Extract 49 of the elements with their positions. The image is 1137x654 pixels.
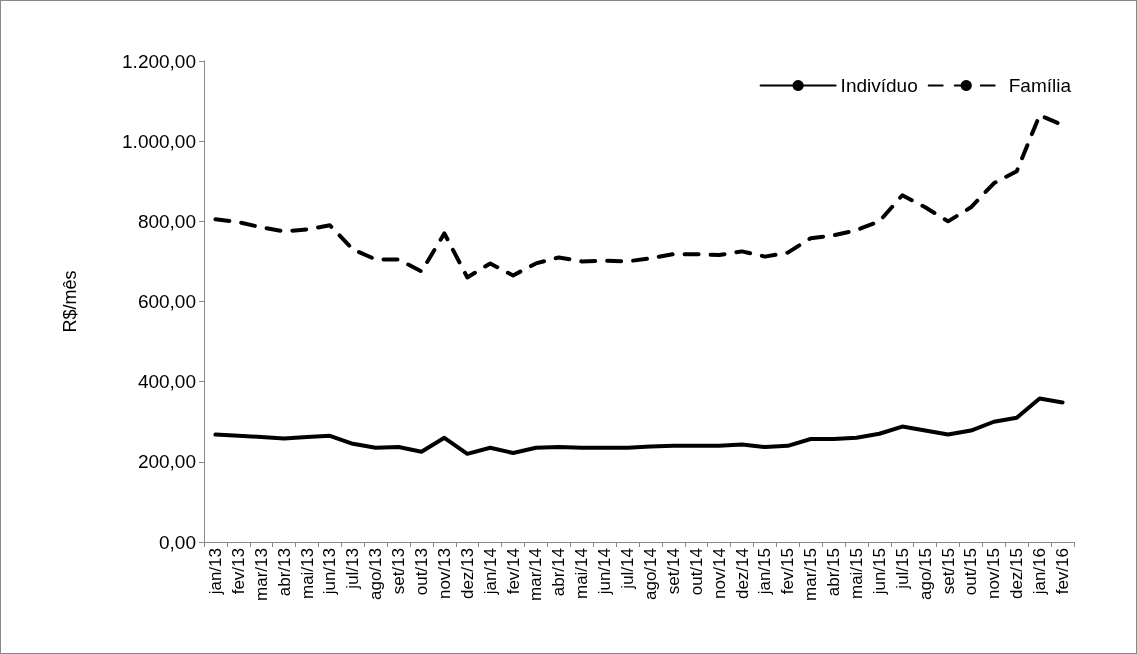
x-tick-label: fev/15 <box>778 548 798 595</box>
x-tick-label: mai/13 <box>297 548 317 600</box>
x-tick-label: nov/14 <box>709 548 729 600</box>
x-tick-label: jan/13 <box>205 548 225 596</box>
x-tick-label: out/14 <box>686 548 706 596</box>
x-tick-label: out/15 <box>961 548 981 596</box>
y-tick-label: 400,00 <box>137 371 196 393</box>
x-tick-label: dez/13 <box>457 548 477 600</box>
x-tick-label: fev/13 <box>228 548 248 595</box>
y-axis-title: R$/mês <box>60 270 80 333</box>
x-tick-label: fev/14 <box>503 548 523 595</box>
x-tick-label: mar/13 <box>251 548 271 601</box>
x-tick-label: abr/13 <box>274 548 294 597</box>
x-tick-label: ago/15 <box>915 548 935 600</box>
x-tick-label: abr/14 <box>549 548 569 597</box>
x-tick-label: ago/13 <box>366 548 386 600</box>
x-tick-label: jun/13 <box>320 548 340 596</box>
x-tick-label: jun/15 <box>869 548 889 596</box>
x-tick-label: set/15 <box>938 548 958 595</box>
y-tick-label: 1.000,00 <box>122 130 196 152</box>
x-tick-label: jul/13 <box>343 548 363 590</box>
legend-label: Família <box>1008 75 1072 96</box>
x-tick-label: jan/16 <box>1030 548 1050 596</box>
x-tick-label: abr/15 <box>824 548 844 597</box>
x-tick-label: jan/14 <box>480 548 500 596</box>
x-tick-label: jul/15 <box>892 548 912 590</box>
x-tick-label: mai/14 <box>572 548 592 600</box>
x-tick-label: dez/15 <box>1007 548 1027 600</box>
x-tick-label: jun/14 <box>595 548 615 596</box>
y-tick-label: 0,00 <box>159 531 196 553</box>
y-tick-label: 1.200,00 <box>122 50 196 72</box>
x-tick-label: nov/15 <box>984 548 1004 600</box>
legend-label: Indivíduo <box>840 75 918 96</box>
x-tick-label: set/14 <box>663 548 683 595</box>
x-tick-label: set/13 <box>389 548 409 595</box>
x-tick-label: jul/14 <box>618 548 638 590</box>
x-tick-label: dez/14 <box>732 548 752 600</box>
x-tick-label: ago/14 <box>640 548 660 600</box>
x-tick-label: jan/15 <box>755 548 775 596</box>
line-series <box>213 396 1065 456</box>
x-tick-label: nov/13 <box>434 548 454 600</box>
x-tick-label: mar/15 <box>801 548 821 601</box>
y-tick-label: 600,00 <box>137 291 196 312</box>
x-tick-label: fev/16 <box>1053 548 1073 595</box>
y-tick-label: 200,00 <box>137 451 196 473</box>
x-tick-label: mar/14 <box>526 548 546 601</box>
x-tick-label: out/13 <box>412 548 431 596</box>
x-tick-label: mai/15 <box>847 548 866 600</box>
y-tick-label: 800,00 <box>137 210 196 232</box>
